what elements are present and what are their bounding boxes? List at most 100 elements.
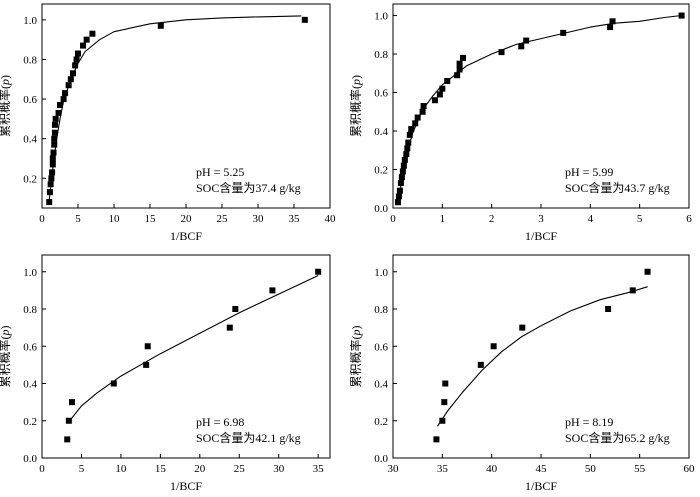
data-point [444,77,451,84]
data-point [62,90,69,97]
x-tick-label: 50 [585,463,597,475]
data-point [399,168,406,175]
data-point [460,54,467,61]
plot-frame [392,254,690,459]
x-tick-label: 35 [289,213,301,225]
data-point [394,199,401,206]
data-point [55,109,62,116]
data-point [80,42,87,49]
y-tick-label: 1.0 [23,15,37,27]
data-point [397,179,404,186]
data-point [60,96,67,103]
x-tick-label: 2 [489,213,495,225]
data-point [607,24,614,31]
data-point [560,29,567,36]
x-tick-label: 30 [253,213,265,225]
data-point [232,306,239,313]
data-point [52,115,59,122]
y-tick-label: 0.4 [374,379,388,391]
data-point [414,114,421,121]
data-point [678,12,685,19]
plot-frame [41,3,331,209]
y-axis-title: 累积概率(p) [0,326,12,388]
fit-curve [48,15,302,201]
y-tick-label: 0.6 [23,341,37,353]
data-point [72,62,79,69]
x-tick-label: 60 [684,463,696,475]
data-point [73,56,80,63]
y-tick-label: 0.0 [374,453,388,465]
soc-annotation: SOC含量为37.4 g/kg [196,180,301,195]
data-point [143,361,150,368]
data-point [75,50,81,57]
x-tick-label: 35 [313,463,325,475]
data-point [456,60,463,67]
data-point [644,268,651,275]
data-point [269,287,276,294]
x-tick-label: 55 [634,463,646,475]
data-point [395,193,402,200]
y-tick-label: 0.8 [374,304,388,316]
data-point [157,22,164,29]
data-point [49,161,56,168]
y-tick-label: 1.0 [374,11,388,23]
y-tick-label: 0.6 [374,88,388,100]
x-tick-label: 0 [390,213,396,225]
x-tick-label: 25 [217,213,229,225]
y-tick-label: 0.6 [23,94,37,106]
data-point [403,151,410,158]
data-point [605,306,612,313]
fit-curve [397,14,682,205]
data-point [51,135,58,142]
x-tick-label: 30 [388,463,400,475]
data-point [47,181,54,188]
y-axis-title: 累积概率(p) [348,75,363,137]
soc-annotation: SOC含量为65.2 g/kg [565,430,670,445]
data-point [412,120,419,127]
data-point [431,97,438,104]
x-tick-label: 20 [181,213,193,225]
x-tick-label: 1 [440,213,446,225]
x-axis-title: 1/BCF [170,229,202,243]
x-tick-label: 0 [39,213,45,225]
ph-annotation: pH = 5.99 [565,165,613,179]
y-axis-title: 累积概率(p) [348,326,363,388]
y-tick-label: 0.4 [23,379,37,391]
data-point [396,187,403,194]
data-point [400,162,407,169]
x-tick-label: 40 [486,463,498,475]
data-point [441,399,448,406]
y-tick-label: 0.2 [374,165,388,177]
data-point [401,156,408,163]
data-point [456,66,463,73]
plot-frame [392,3,690,209]
soc-annotation: SOC含量为42.1 g/kg [196,430,301,445]
x-tick-label: 40 [325,213,337,225]
y-tick-label: 0.2 [23,416,37,428]
data-point [439,417,446,424]
data-point [404,145,411,152]
x-tick-label: 10 [109,213,121,225]
data-point [110,380,117,387]
y-tick-label: 0.0 [23,453,37,465]
data-point [629,287,636,294]
x-axis-title: 1/BCF [525,229,557,243]
data-point [609,18,616,25]
data-point [83,36,90,43]
y-tick-label: 0.4 [374,126,388,138]
ph-annotation: pH = 6.98 [196,415,244,429]
x-axis-title: 1/BCF [170,479,202,493]
x-tick-label: 4 [588,213,594,225]
panel-top-left: 0 5 10 15 20 25 30 35 40 0.2 0.4 0.6 0.8 1.0 1/BCF 累积概率… [0,3,337,243]
y-tick-label: 0.0 [374,203,388,215]
x-tick-label: 6 [686,213,692,225]
x-tick-label: 5 [75,213,81,225]
data-point [48,175,55,182]
x-tick-label: 30 [273,463,285,475]
data-point [419,108,426,115]
data-point [144,343,151,350]
data-point [50,149,57,156]
data-point [436,91,443,98]
data-point [408,126,415,133]
